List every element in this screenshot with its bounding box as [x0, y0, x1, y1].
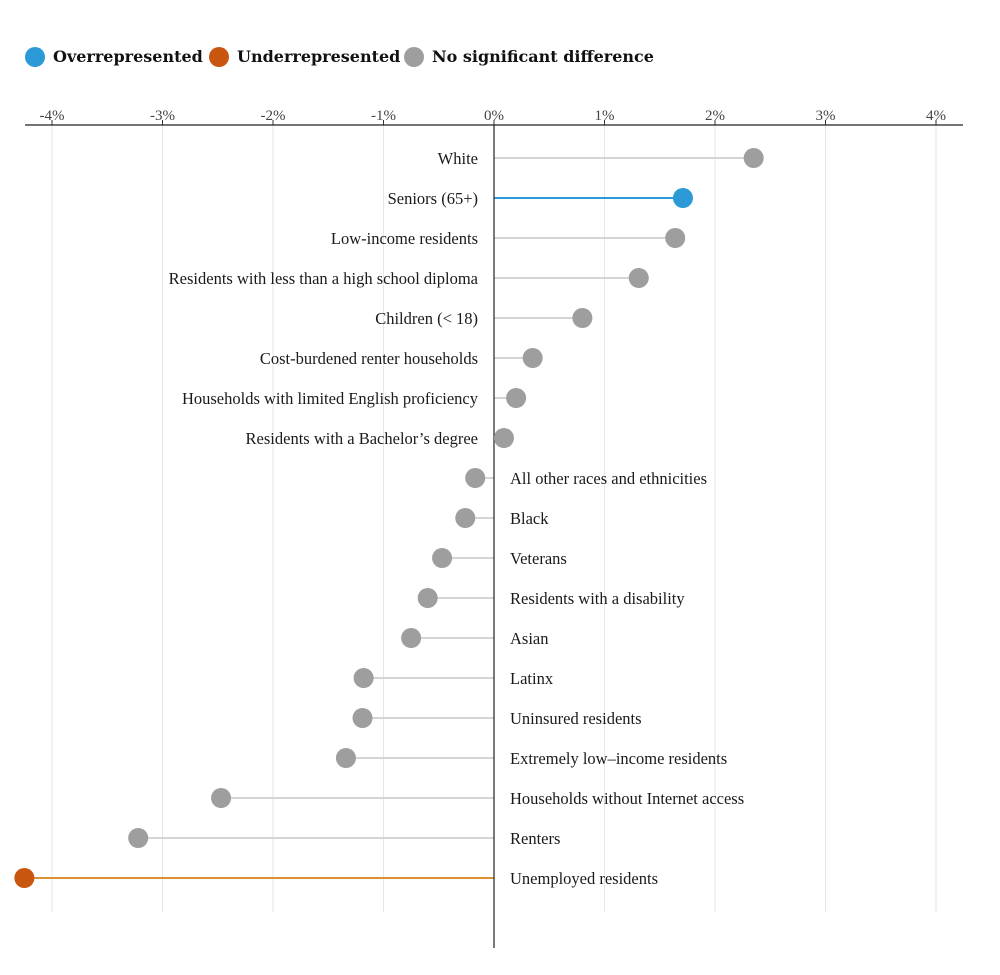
legend-label-no-significant-difference: No significant difference — [432, 47, 654, 66]
dot-asian — [401, 628, 422, 648]
legend-label-underrepresented: Underrepresented — [237, 47, 400, 66]
category-label-black: Black — [510, 509, 549, 528]
tick-label: 2% — [705, 108, 725, 124]
category-label-residents-with-a-bachelor-s-degree: Residents with a Bachelor’s degree — [246, 429, 478, 448]
dot-veterans — [432, 548, 453, 568]
category-label-veterans: Veterans — [510, 549, 567, 568]
legend-swatch-underrepresented — [209, 47, 229, 67]
category-label-asian: Asian — [510, 629, 549, 648]
dot-black — [455, 508, 476, 528]
tick-label: -4% — [40, 108, 65, 124]
dot-residents-with-a-bachelor-s-degree — [493, 428, 514, 448]
dot-cost-burdened-renter-households — [522, 348, 543, 368]
tick-label: 4% — [926, 108, 946, 124]
dots — [14, 148, 764, 888]
category-labels: White Seniors (65+) Low-income residents Re… — [169, 149, 745, 888]
category-label-all-other-races-and-ethnicities: All other races and ethnicities — [510, 469, 707, 488]
legend-swatch-no-significant-difference — [404, 47, 424, 67]
category-label-residents-with-a-disability: Residents with a disability — [510, 589, 685, 608]
dot-households-with-limited-english-proficiency — [506, 388, 527, 408]
tick-label: -3% — [150, 108, 175, 124]
dot-low-income-residents — [665, 228, 686, 248]
legend-label-overrepresented: Overrepresented — [53, 47, 203, 66]
tick-label: -1% — [371, 108, 396, 124]
legend-swatch-overrepresented — [25, 47, 45, 67]
category-label-extremely-low-income-residents: Extremely low–income residents — [510, 749, 727, 768]
category-label-latinx: Latinx — [510, 669, 554, 688]
legend: Overrepresented Underrepresented No sign… — [25, 47, 654, 67]
dot-uninsured-residents — [352, 708, 373, 728]
stems — [24, 157, 754, 879]
category-label-residents-with-less-than-a-high-school-diploma: Residents with less than a high school d… — [169, 269, 479, 288]
dot-latinx — [353, 668, 374, 688]
x-axis-ticks: -4% -3% -2% -1% 0% 1% 2% 3% 4% — [40, 108, 946, 125]
tick-label: 1% — [595, 108, 615, 124]
dot-all-other-races-and-ethnicities — [465, 468, 486, 488]
tick-label: 0% — [484, 108, 504, 124]
category-label-white: White — [438, 149, 478, 168]
tick-label: 3% — [816, 108, 836, 124]
dot-residents-with-less-than-a-high-school-diploma — [628, 268, 649, 288]
category-label-low-income-residents: Low-income residents — [331, 229, 478, 248]
dot-residents-with-a-disability — [417, 588, 438, 608]
legend-item-underrepresented: Underrepresented — [209, 47, 400, 67]
dot-unemployed-residents — [14, 868, 35, 888]
legend-item-overrepresented: Overrepresented — [25, 47, 203, 67]
dot-extremely-low-income-residents — [335, 748, 356, 768]
category-label-households-with-limited-english-proficiency: Households with limited English proficie… — [182, 389, 479, 408]
category-label-renters: Renters — [510, 829, 560, 848]
category-label-children-18: Children (< 18) — [375, 309, 478, 328]
dot-white — [743, 148, 764, 168]
category-label-cost-burdened-renter-households: Cost-burdened renter households — [260, 349, 478, 368]
category-label-households-without-internet-access: Households without Internet access — [510, 789, 744, 808]
tick-label: -2% — [261, 108, 286, 124]
category-label-uninsured-residents: Uninsured residents — [510, 709, 642, 728]
dot-renters — [128, 828, 149, 848]
category-label-seniors-65: Seniors (65+) — [388, 189, 478, 208]
legend-item-no-significant-difference: No significant difference — [404, 47, 654, 67]
dot-seniors-65 — [672, 188, 693, 208]
dot-children-18 — [572, 308, 593, 328]
dot-households-without-internet-access — [211, 788, 232, 808]
category-label-unemployed-residents: Unemployed residents — [510, 869, 658, 888]
gridlines — [51, 125, 937, 912]
